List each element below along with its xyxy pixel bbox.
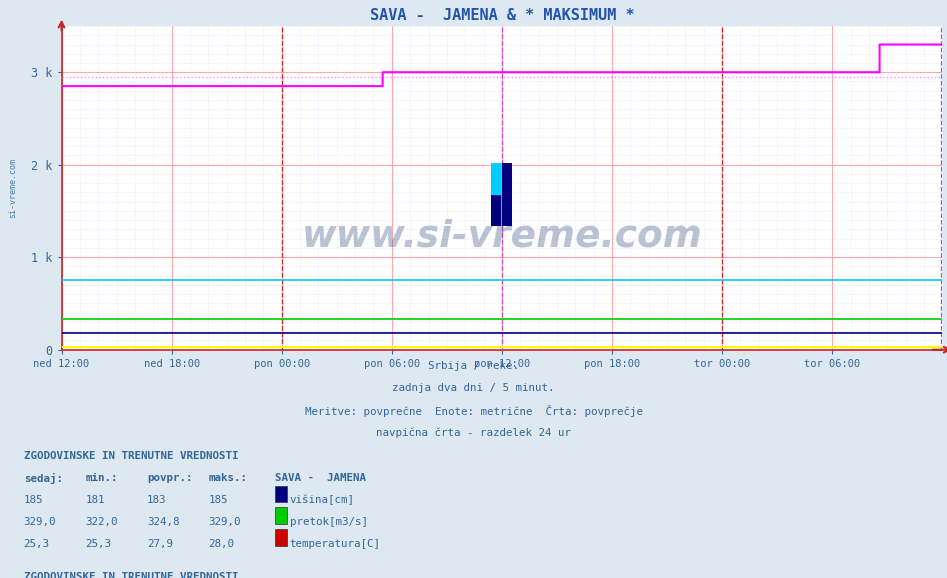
Text: 185: 185 bbox=[208, 495, 228, 505]
Text: ZGODOVINSKE IN TRENUTNE VREDNOSTI: ZGODOVINSKE IN TRENUTNE VREDNOSTI bbox=[24, 572, 239, 578]
Text: maks.:: maks.: bbox=[208, 473, 247, 483]
Text: Srbija / reke.: Srbija / reke. bbox=[428, 361, 519, 371]
Text: www.si-vreme.com: www.si-vreme.com bbox=[301, 218, 703, 254]
Bar bbox=[491, 162, 502, 194]
Text: sedaj:: sedaj: bbox=[24, 473, 63, 484]
Text: 185: 185 bbox=[24, 495, 44, 505]
Text: min.:: min.: bbox=[85, 473, 117, 483]
Text: pretok[m3/s]: pretok[m3/s] bbox=[290, 517, 367, 527]
Text: 183: 183 bbox=[147, 495, 167, 505]
Text: 28,0: 28,0 bbox=[208, 539, 234, 549]
Text: Meritve: povprečne  Enote: metrične  Črta: povprečje: Meritve: povprečne Enote: metrične Črta:… bbox=[305, 405, 642, 417]
Text: 329,0: 329,0 bbox=[208, 517, 241, 527]
Text: ZGODOVINSKE IN TRENUTNE VREDNOSTI: ZGODOVINSKE IN TRENUTNE VREDNOSTI bbox=[24, 451, 239, 461]
Polygon shape bbox=[502, 162, 512, 226]
Text: višina[cm]: višina[cm] bbox=[290, 495, 355, 505]
Text: 322,0: 322,0 bbox=[85, 517, 117, 527]
Text: 25,3: 25,3 bbox=[85, 539, 111, 549]
Text: navpična črta - razdelek 24 ur: navpična črta - razdelek 24 ur bbox=[376, 427, 571, 438]
Text: SAVA -  JAMENA: SAVA - JAMENA bbox=[275, 473, 366, 483]
Polygon shape bbox=[502, 162, 512, 226]
Title: SAVA -  JAMENA & * MAKSIMUM *: SAVA - JAMENA & * MAKSIMUM * bbox=[369, 9, 634, 24]
Text: 329,0: 329,0 bbox=[24, 517, 56, 527]
Bar bbox=[491, 194, 502, 226]
Text: 324,8: 324,8 bbox=[147, 517, 179, 527]
Text: 27,9: 27,9 bbox=[147, 539, 172, 549]
Text: si-vreme.com: si-vreme.com bbox=[9, 158, 18, 218]
Text: povpr.:: povpr.: bbox=[147, 473, 192, 483]
Text: zadnja dva dni / 5 minut.: zadnja dva dni / 5 minut. bbox=[392, 383, 555, 393]
Text: 181: 181 bbox=[85, 495, 105, 505]
Text: temperatura[C]: temperatura[C] bbox=[290, 539, 381, 549]
Text: 25,3: 25,3 bbox=[24, 539, 49, 549]
